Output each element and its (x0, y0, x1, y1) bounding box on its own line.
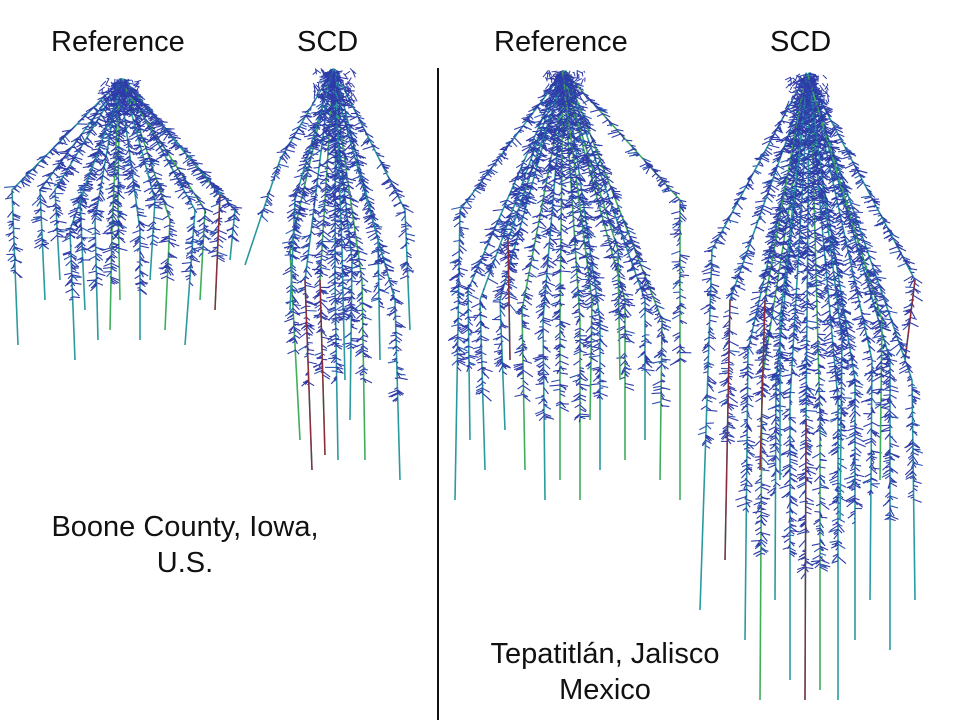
left-location-label: Boone County, Iowa, U.S. (20, 509, 350, 581)
plant-left-reference (4, 77, 243, 361)
right-reference-label: Reference (494, 26, 628, 58)
plant-left-scd (244, 67, 416, 481)
right-location-label: Tepatitlán, Jalisco Mexico (455, 636, 755, 708)
right-scd-label: SCD (770, 26, 832, 58)
plant-right-reference (447, 69, 692, 501)
left-scd-label: SCD (297, 26, 359, 58)
left-location-line-2: U.S. (156, 547, 214, 579)
right-location-line-2: Mexico (559, 674, 651, 706)
panel-divider (437, 68, 439, 720)
right-location-line-1: Tepatitlán, Jalisco (490, 638, 720, 670)
plant-right-scd (697, 72, 924, 701)
left-reference-label: Reference (51, 26, 185, 58)
left-location-line-1: Boone County, Iowa, (51, 511, 319, 543)
